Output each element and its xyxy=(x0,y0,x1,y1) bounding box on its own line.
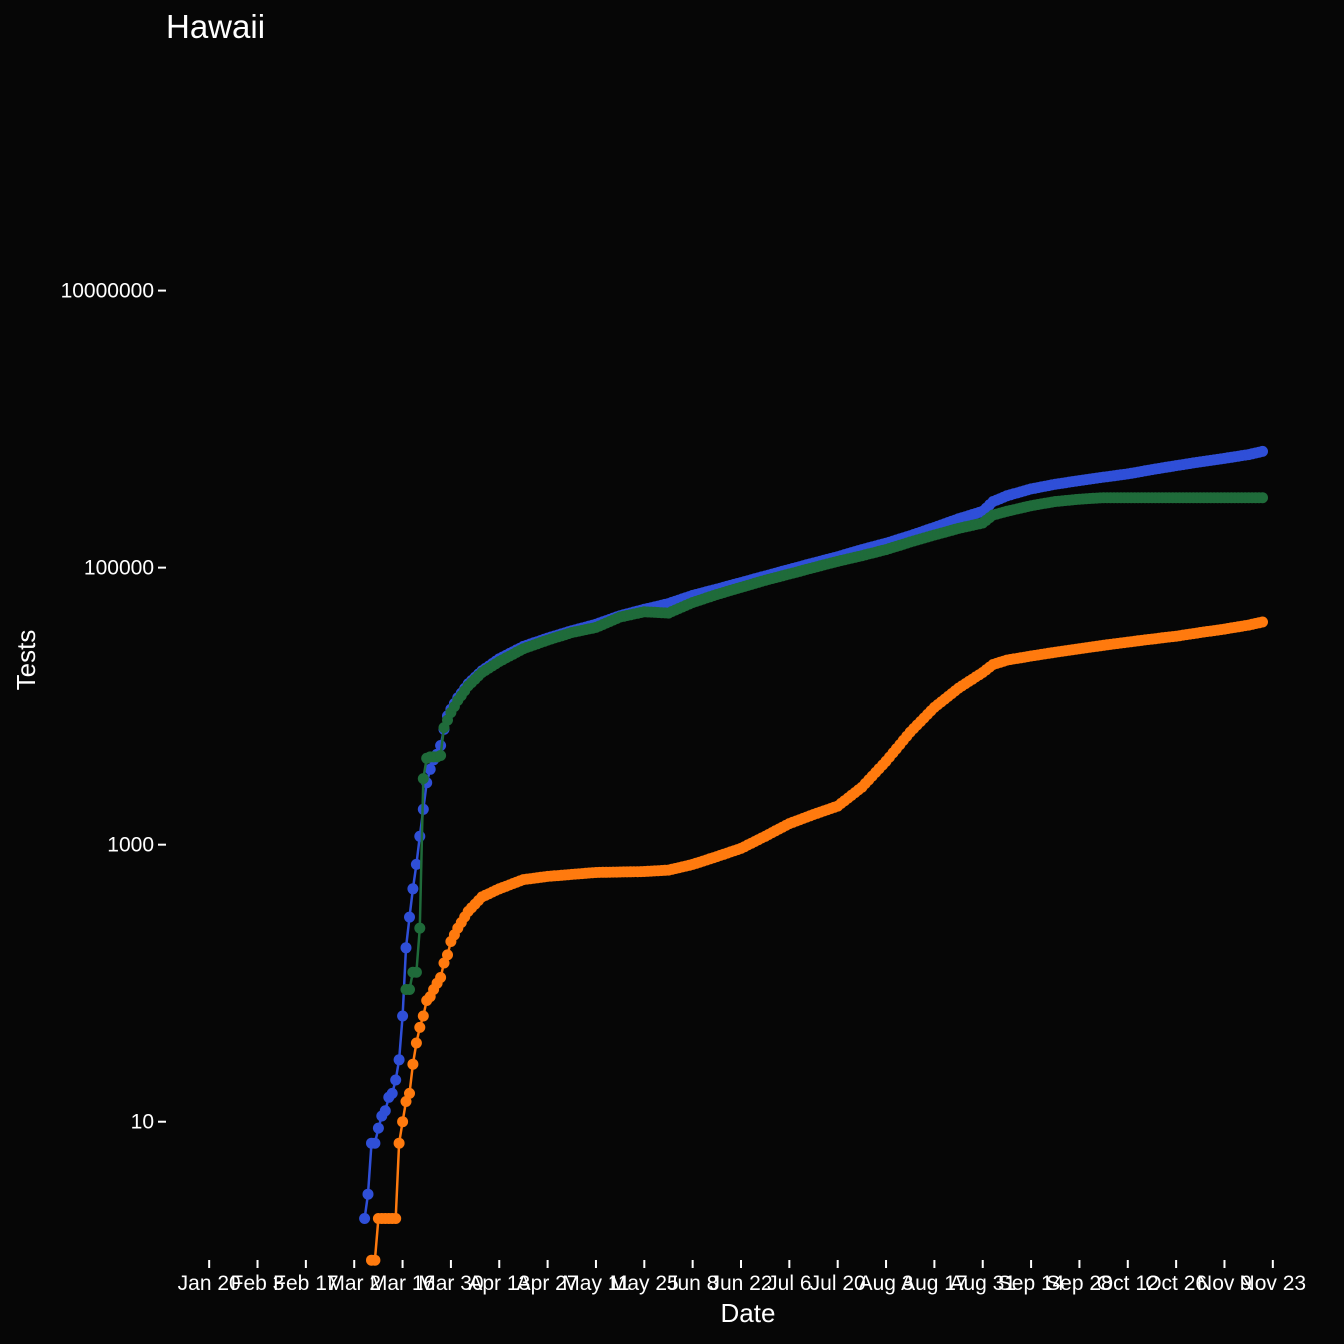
data-point xyxy=(442,949,453,961)
x-tick-label: Apr 13 xyxy=(468,1272,530,1295)
chart-title: Hawaii xyxy=(166,8,266,45)
x-tick-label: Apr 27 xyxy=(517,1272,579,1295)
data-point xyxy=(410,1037,422,1049)
data-point xyxy=(410,858,422,870)
data-point xyxy=(393,1137,405,1149)
x-tick-label: May 11 xyxy=(562,1272,629,1295)
data-point xyxy=(393,1054,405,1066)
data-point xyxy=(407,1058,419,1070)
data-point xyxy=(414,922,426,934)
x-tick-label: Sep 28 xyxy=(1046,1272,1113,1295)
x-tick-label: Oct 12 xyxy=(1097,1272,1159,1295)
x-tick-label: Nov 9 xyxy=(1197,1272,1252,1295)
data-point xyxy=(424,763,436,775)
y-tick-label: 10000000 xyxy=(61,280,154,303)
data-point xyxy=(372,1122,384,1134)
data-point xyxy=(414,1021,426,1033)
data-point xyxy=(435,972,447,983)
series-line xyxy=(406,496,1263,991)
x-tick-label: Feb 3 xyxy=(231,1272,285,1295)
data-point xyxy=(390,1213,402,1224)
y-axis-title: Tests xyxy=(11,630,41,691)
data-point xyxy=(404,984,415,995)
data-point xyxy=(404,911,415,923)
y-tick-label: 10 xyxy=(131,1111,154,1134)
data-point xyxy=(414,830,426,842)
x-tick-label: Feb 17 xyxy=(273,1272,338,1295)
data-point xyxy=(397,1116,409,1128)
series-line xyxy=(371,620,1263,1262)
data-point xyxy=(417,773,429,785)
x-tick-label: Jan 20 xyxy=(178,1272,241,1295)
data-point xyxy=(1257,445,1268,457)
x-tick-label: Jun 22 xyxy=(709,1272,772,1295)
data-point xyxy=(369,1137,381,1149)
y-tick-label: 1000 xyxy=(107,834,154,857)
x-tick-label: Nov 23 xyxy=(1240,1272,1307,1295)
data-point xyxy=(435,750,447,761)
x-tick-label: Mar 30 xyxy=(418,1272,483,1295)
y-axis: 10 1000 100000 10000000 xyxy=(61,280,166,1134)
data-point xyxy=(1257,492,1268,504)
data-point xyxy=(1257,616,1268,628)
x-tick-label: May 25 xyxy=(610,1272,679,1295)
data-point xyxy=(407,883,419,895)
x-axis-title: Date xyxy=(721,1298,776,1328)
x-tick-label: Mar 2 xyxy=(327,1272,381,1295)
data-point xyxy=(362,1188,374,1200)
x-tick-label: Oct 26 xyxy=(1145,1272,1207,1295)
x-tick-label: Jun 8 xyxy=(667,1272,718,1295)
data-point xyxy=(404,1087,415,1099)
data-point xyxy=(397,1010,409,1022)
data-point xyxy=(390,1074,402,1086)
x-tick-label: Jul 20 xyxy=(810,1272,866,1295)
x-tick-label: Jul 6 xyxy=(767,1272,811,1295)
data-point xyxy=(369,1254,381,1266)
data-point xyxy=(400,942,412,954)
x-tick-label: Aug 3 xyxy=(859,1272,914,1295)
data-point xyxy=(386,1087,398,1099)
x-tick-label: Sep 14 xyxy=(998,1272,1065,1295)
x-tick-label: Aug 31 xyxy=(949,1272,1016,1295)
data-point xyxy=(410,966,422,978)
data-point xyxy=(417,1010,429,1022)
data-point xyxy=(379,1105,391,1117)
series-layer xyxy=(359,445,1268,1266)
x-tick-label: Mar 16 xyxy=(370,1272,435,1295)
data-point xyxy=(359,1213,371,1224)
y-tick-label: 100000 xyxy=(84,557,154,580)
x-tick-label: Aug 17 xyxy=(901,1272,968,1295)
